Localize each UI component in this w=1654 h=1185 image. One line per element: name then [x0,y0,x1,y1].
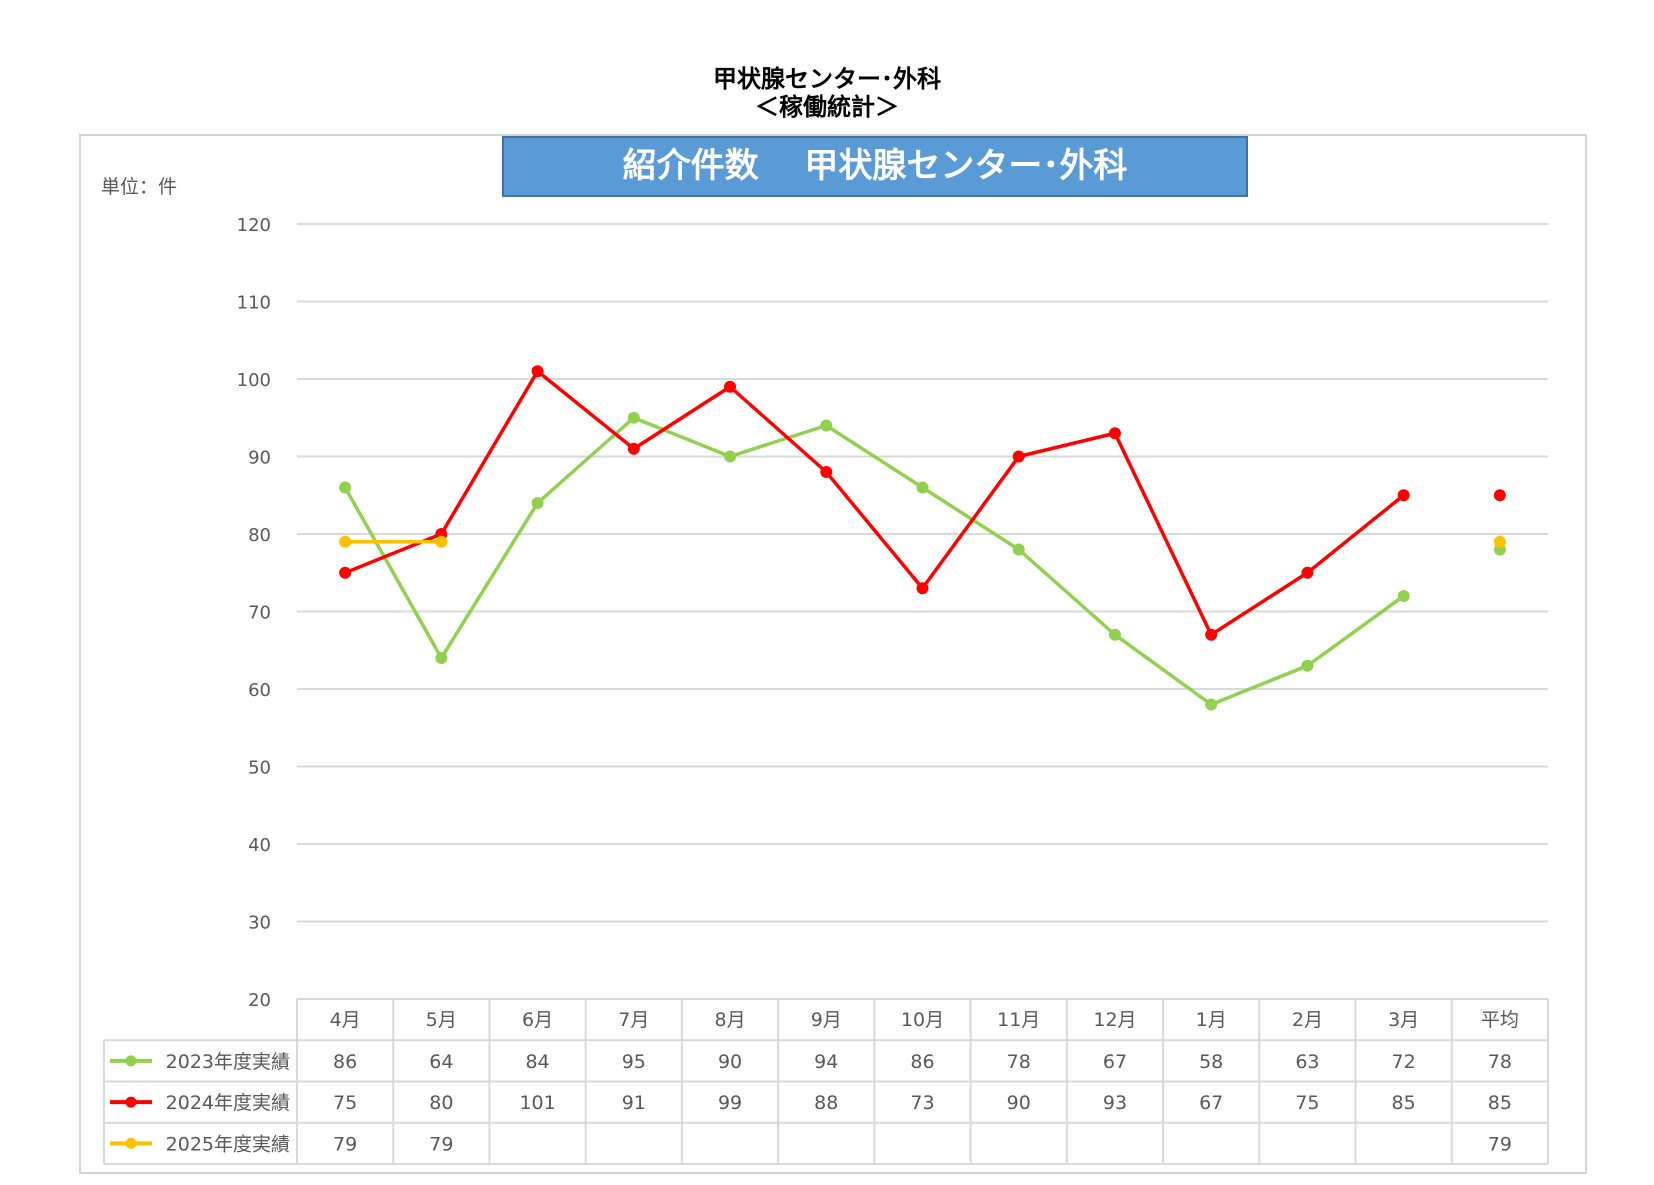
x-category-label: 3月 [1388,1009,1419,1031]
data-point [1301,659,1314,672]
table-cell-value: 75 [333,1092,357,1114]
legend-marker [125,1055,137,1067]
data-point [1397,590,1410,602]
table-cell-value: 91 [622,1092,646,1114]
data-point [1301,566,1314,579]
table-cell-value: 93 [1103,1092,1127,1114]
data-point [339,535,352,548]
x-category-label: 6月 [522,1009,553,1031]
x-category-label: 10月 [901,1009,944,1031]
unit-label: 単位：件 [101,176,178,198]
table-cell-value: 78 [1007,1051,1031,1073]
y-tick-label: 80 [248,525,271,546]
data-point [724,450,737,463]
table-cell-value: 85 [1488,1092,1512,1114]
table-cell-value: 67 [1103,1051,1127,1073]
table-cell-value: 85 [1392,1092,1416,1114]
table-cell-value: 63 [1295,1051,1319,1073]
data-point [1397,489,1410,502]
table-cell-value: 94 [814,1051,838,1073]
table-cell-value: 90 [1007,1092,1031,1114]
table-cell-value: 64 [429,1051,453,1073]
table-cell-value: 90 [718,1051,742,1073]
page-subtitle: ＜稼働統計＞ [755,93,899,121]
y-tick-label: 20 [248,990,271,1011]
table-cell-value: 78 [1488,1051,1512,1073]
data-point [339,481,352,494]
data-point [1205,698,1218,711]
y-tick-label: 50 [248,758,271,779]
table-cell-value: 84 [525,1051,549,1073]
x-category-label: 9月 [811,1009,842,1031]
data-point [435,535,448,548]
data-point [820,466,833,478]
table-cell-value: 88 [814,1092,838,1114]
table-cell-value: 79 [333,1133,357,1155]
chart-frame [79,134,1587,1174]
data-point [1493,535,1506,548]
x-category-label: 4月 [330,1009,361,1031]
data-point [339,566,352,579]
data-point [531,497,544,509]
table-cell-value: 75 [1295,1092,1319,1114]
table-cell-value: 99 [718,1092,742,1114]
x-category-label: 1月 [1196,1009,1227,1031]
series-line [343,416,1405,707]
data-point [724,380,737,393]
y-tick-label: 90 [248,448,271,469]
legend-label: 2024年度実績 [166,1092,290,1114]
table-cell-value: 79 [429,1133,453,1155]
y-tick-label: 60 [248,680,271,701]
table-cell-value: 86 [910,1051,934,1073]
x-category-label: 2月 [1292,1009,1323,1031]
legend-marker [125,1096,137,1108]
y-tick-label: 70 [248,603,271,624]
x-category-label: 8月 [714,1009,745,1031]
table-cell-value: 79 [1488,1133,1512,1155]
legend-label: 2025年度実績 [166,1133,290,1155]
data-point [1012,543,1025,556]
series-line [344,369,1405,637]
data-point [531,365,544,378]
y-tick-label: 100 [237,370,271,391]
table-cell-value: 86 [333,1051,357,1073]
data-point [1108,628,1121,641]
data-point [627,411,640,424]
table-cell-value: 95 [622,1051,646,1073]
y-tick-label: 30 [248,913,271,934]
data-point [1108,427,1121,440]
data-point [1493,489,1506,502]
table-cell-value: 80 [429,1092,453,1114]
y-tick-label: 40 [248,835,271,856]
x-category-label: 11月 [997,1009,1040,1031]
data-point [916,582,929,595]
data-point [1012,450,1025,463]
x-category-label: 7月 [618,1009,649,1031]
chart-title: 紹介件数 甲状腺センター･外科 [502,136,1248,197]
x-category-label: 12月 [1093,1009,1136,1031]
x-category-label: 平均 [1481,1009,1519,1031]
data-point [627,442,640,455]
data-point [820,419,833,432]
legend-label: 2023年度実績 [166,1051,290,1073]
data-point [916,481,929,494]
data-point [1205,628,1218,641]
x-category-label: 5月 [426,1009,457,1031]
table-cell-value: 58 [1199,1051,1223,1073]
y-tick-label: 110 [237,293,271,314]
data-point [435,652,448,664]
y-tick-label: 120 [237,215,271,236]
legend-marker [125,1137,137,1149]
table-cell-value: 67 [1199,1092,1223,1114]
table-cell-value: 101 [519,1092,555,1114]
page-title: 甲状腺センター･外科 [713,65,941,93]
table-cell-value: 73 [910,1092,934,1114]
table-cell-value: 72 [1392,1051,1416,1073]
